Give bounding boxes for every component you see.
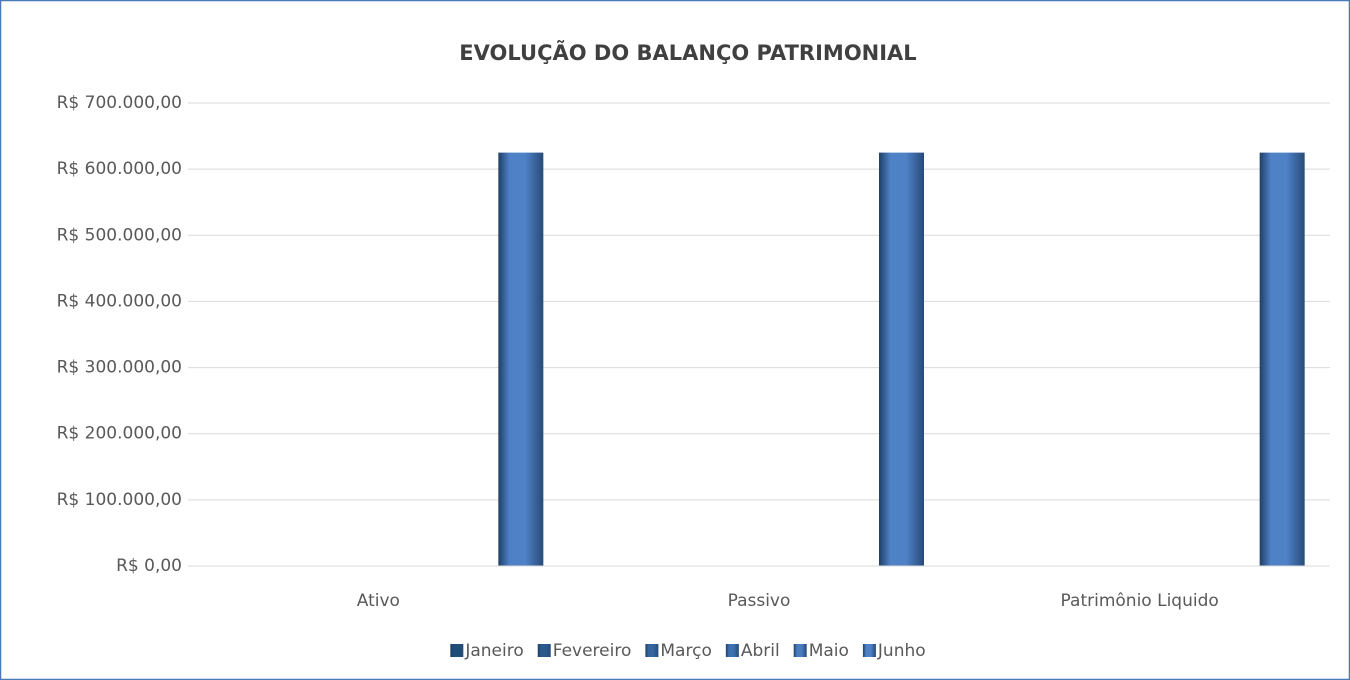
legend-swatch: [793, 644, 807, 657]
legend-swatch: [862, 644, 876, 657]
chart-title: EVOLUÇÃO DO BALANÇO PATRIMONIAL: [459, 40, 916, 65]
legend-swatch: [725, 644, 739, 657]
bar: [879, 152, 924, 566]
x-tick-label: Passivo: [728, 591, 791, 611]
legend-swatch: [645, 644, 659, 657]
legend-label: Junho: [877, 641, 926, 661]
legend-swatch: [450, 644, 464, 657]
legend-label: Janeiro: [464, 641, 523, 661]
y-tick-label: R$ 0,00: [116, 556, 182, 576]
bar: [498, 152, 544, 566]
legend-label: Abril: [741, 641, 780, 661]
y-tick-label: R$ 500.000,00: [57, 225, 182, 245]
y-tick-label: R$ 700.000,00: [57, 93, 182, 113]
y-tick-label: R$ 600.000,00: [57, 159, 182, 179]
legend-swatch: [537, 644, 551, 657]
x-tick-label: Patrimônio Liquido: [1061, 591, 1219, 611]
y-tick-label: R$ 100.000,00: [57, 490, 182, 510]
legend-label: Maio: [809, 641, 849, 661]
legend: Janeiro Fevereiro Março Abril Maio Junho: [450, 641, 926, 661]
x-tick-label: Ativo: [357, 591, 400, 611]
y-tick-label: R$ 200.000,00: [57, 424, 182, 444]
legend-label: Março: [660, 641, 711, 661]
legend-label: Fevereiro: [553, 641, 632, 661]
bar: [1259, 152, 1305, 566]
y-tick-label: R$ 400.000,00: [57, 291, 182, 311]
y-tick-label: R$ 300.000,00: [57, 358, 182, 378]
